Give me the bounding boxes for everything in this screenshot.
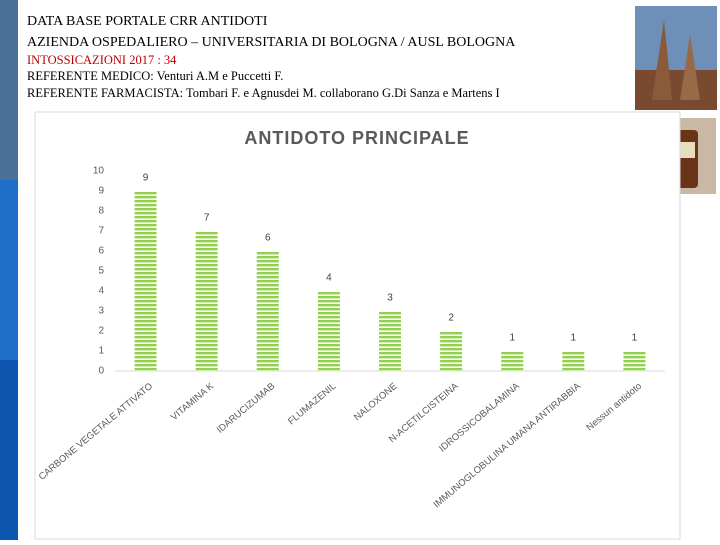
data-label: 6 — [265, 233, 271, 244]
chart-title: ANTIDOTO PRINCIPALE — [244, 128, 469, 148]
y-tick-label: 9 — [98, 186, 104, 197]
bar — [379, 311, 401, 371]
y-tick-label: 5 — [98, 266, 104, 277]
data-label: 4 — [326, 273, 332, 284]
y-tick-label: 4 — [98, 286, 104, 297]
chart-frame — [34, 111, 681, 540]
data-label: 9 — [143, 173, 149, 184]
bar — [562, 351, 585, 371]
y-tick-label: 6 — [98, 246, 104, 257]
y-tick-label: 7 — [98, 226, 104, 237]
data-label: 2 — [448, 313, 454, 324]
data-label: 1 — [632, 333, 638, 344]
y-tick-label: 0 — [98, 366, 104, 377]
bar — [623, 351, 646, 371]
bar — [195, 231, 218, 371]
bar — [440, 331, 463, 371]
y-tick-label: 2 — [98, 326, 104, 337]
y-tick-label: 3 — [98, 306, 104, 317]
header-doctor: REFERENTE MEDICO: Venturi A.M e Puccetti… — [27, 69, 283, 83]
side-strip — [0, 180, 18, 360]
y-tick-label: 8 — [98, 206, 104, 217]
bar — [256, 251, 279, 371]
header-pharmacist: REFERENTE FARMACISTA: Tombari F. e Agnus… — [27, 86, 500, 100]
data-label: 1 — [571, 333, 577, 344]
bar — [134, 191, 157, 371]
header-subtitle: AZIENDA OSPEDALIERO – UNIVERSITARIA DI B… — [27, 35, 516, 50]
side-strip — [0, 360, 18, 540]
y-tick-label: 1 — [98, 346, 104, 357]
data-label: 1 — [509, 333, 515, 344]
data-label: 3 — [387, 293, 393, 304]
header-cases: INTOSSICAZIONI 2017 : 34 — [27, 53, 177, 67]
y-tick-label: 10 — [93, 166, 105, 177]
photo-towers — [635, 6, 717, 110]
data-label: 7 — [204, 213, 210, 224]
side-strip — [0, 0, 18, 180]
bar — [501, 351, 524, 371]
bar — [317, 291, 340, 371]
header-title: DATA BASE PORTALE CRR ANTIDOTI — [27, 14, 268, 29]
